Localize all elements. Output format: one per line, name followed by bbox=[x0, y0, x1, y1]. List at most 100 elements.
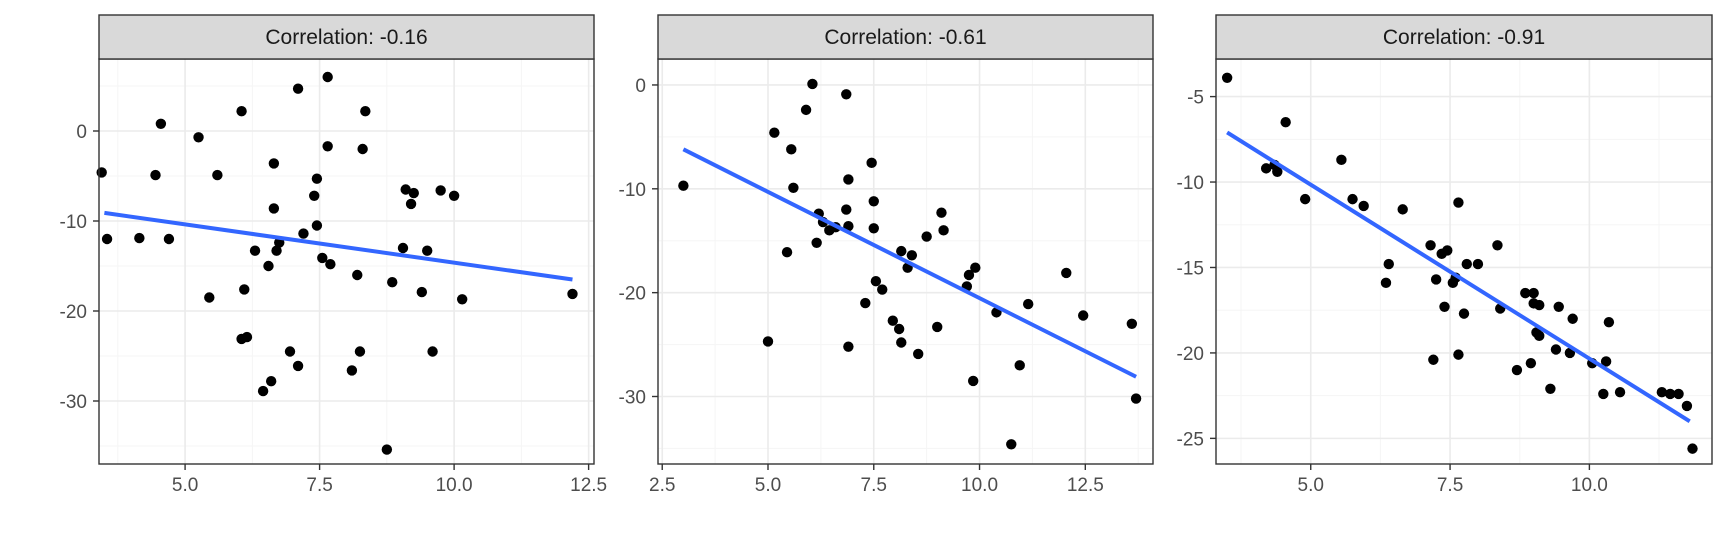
data-point bbox=[1534, 299, 1545, 311]
data-point bbox=[400, 184, 411, 195]
data-point bbox=[311, 220, 323, 231]
facet-strip bbox=[98, 14, 595, 60]
data-point bbox=[1347, 193, 1358, 205]
data-point bbox=[1380, 277, 1392, 289]
chart-panel-2: Correlation: -0.61 2.5 5.0 7.5 10.0 12.5 0 -10 -… bbox=[619, 14, 1154, 496]
data-point bbox=[1511, 364, 1523, 376]
data-point bbox=[134, 232, 145, 244]
data-point bbox=[1397, 204, 1408, 215]
data-point bbox=[1528, 287, 1539, 299]
data-point bbox=[1665, 388, 1676, 400]
data-point bbox=[868, 223, 879, 234]
data-point bbox=[381, 444, 393, 455]
data-point bbox=[352, 269, 363, 281]
y-tick-label: -30 bbox=[60, 392, 87, 413]
y-tick-label: 0 bbox=[76, 122, 87, 143]
data-point bbox=[263, 260, 274, 272]
data-point bbox=[317, 252, 328, 264]
data-point bbox=[1022, 298, 1034, 310]
facet-strip-label: Correlation: -0.61 bbox=[824, 26, 986, 49]
data-point bbox=[970, 262, 981, 273]
data-point bbox=[1553, 301, 1564, 312]
y-tick-label: -20 bbox=[619, 284, 646, 305]
data-point bbox=[427, 346, 438, 357]
data-point bbox=[150, 169, 161, 181]
data-point bbox=[405, 198, 417, 210]
data-point bbox=[311, 173, 323, 184]
data-point bbox=[1534, 330, 1545, 342]
trend-line bbox=[104, 210, 573, 282]
data-point bbox=[1461, 258, 1472, 270]
data-point bbox=[1550, 344, 1562, 355]
y-tick-label: -5 bbox=[1187, 88, 1204, 109]
data-point bbox=[1545, 383, 1556, 395]
facet-strip bbox=[657, 14, 1154, 60]
y-tick-label: -10 bbox=[60, 212, 87, 233]
data-point bbox=[268, 203, 280, 214]
data-point bbox=[1439, 301, 1450, 312]
data-point bbox=[807, 78, 818, 90]
data-point bbox=[1061, 267, 1072, 279]
data-point bbox=[204, 292, 215, 303]
data-point bbox=[1656, 387, 1668, 398]
data-point bbox=[1077, 310, 1089, 321]
data-point bbox=[906, 250, 918, 261]
data-point bbox=[1687, 443, 1698, 454]
chart-panel-3: Correlation: -0.91 5.0 7.5 10.0 -5 -10 -15 -20 -… bbox=[1177, 14, 1713, 496]
data-point bbox=[271, 245, 282, 256]
data-point bbox=[1673, 388, 1684, 400]
data-point bbox=[800, 104, 812, 116]
data-point bbox=[843, 174, 854, 185]
x-tick-label: 5.0 bbox=[172, 475, 198, 496]
x-tick-label: 12.5 bbox=[570, 475, 607, 496]
data-point bbox=[322, 141, 333, 152]
data-point bbox=[1453, 197, 1464, 208]
data-point bbox=[163, 233, 175, 245]
data-point bbox=[843, 341, 854, 352]
y-tick-label: -20 bbox=[60, 302, 87, 323]
data-point bbox=[96, 167, 107, 178]
data-point bbox=[387, 277, 398, 288]
data-point bbox=[422, 245, 433, 256]
data-point bbox=[193, 132, 204, 143]
data-point bbox=[932, 321, 943, 333]
data-point bbox=[1603, 316, 1615, 328]
data-point bbox=[298, 228, 309, 239]
y-tick-label: -30 bbox=[619, 388, 646, 409]
x-tick-label: 10.0 bbox=[961, 475, 998, 496]
y-tick-label: -15 bbox=[1177, 258, 1204, 279]
data-point bbox=[1299, 193, 1311, 205]
data-point bbox=[1014, 360, 1025, 371]
data-point bbox=[268, 158, 280, 169]
data-point bbox=[435, 185, 446, 196]
y-tick-label: -25 bbox=[1177, 429, 1204, 450]
data-point bbox=[1458, 308, 1470, 319]
data-point bbox=[893, 323, 905, 335]
x-tick-label: 12.5 bbox=[1067, 475, 1104, 496]
data-point bbox=[354, 346, 366, 357]
data-point bbox=[1525, 357, 1537, 369]
data-point bbox=[1600, 356, 1612, 367]
data-point bbox=[1006, 439, 1017, 450]
x-tick-label: 7.5 bbox=[1437, 475, 1463, 496]
x-tick-label: 5.0 bbox=[1298, 475, 1324, 496]
plot-background bbox=[99, 59, 594, 464]
data-point bbox=[912, 348, 924, 360]
data-point bbox=[236, 106, 247, 117]
data-point bbox=[212, 169, 223, 181]
data-point bbox=[292, 360, 304, 372]
data-point bbox=[567, 288, 578, 300]
data-point bbox=[1442, 245, 1453, 256]
data-point bbox=[967, 375, 979, 387]
y-tick-label: -10 bbox=[1177, 173, 1204, 194]
data-point bbox=[1336, 154, 1347, 166]
data-point bbox=[249, 245, 261, 256]
data-point bbox=[1453, 349, 1464, 360]
chart-panel-1: Correlation: -0.16 5.0 7.5 10.0 12.5 0 -10 -20 -… bbox=[60, 14, 607, 496]
facet-strip bbox=[1215, 14, 1713, 60]
data-point bbox=[781, 246, 793, 258]
data-point bbox=[1598, 388, 1609, 400]
data-point bbox=[678, 180, 689, 191]
data-point bbox=[397, 242, 409, 254]
